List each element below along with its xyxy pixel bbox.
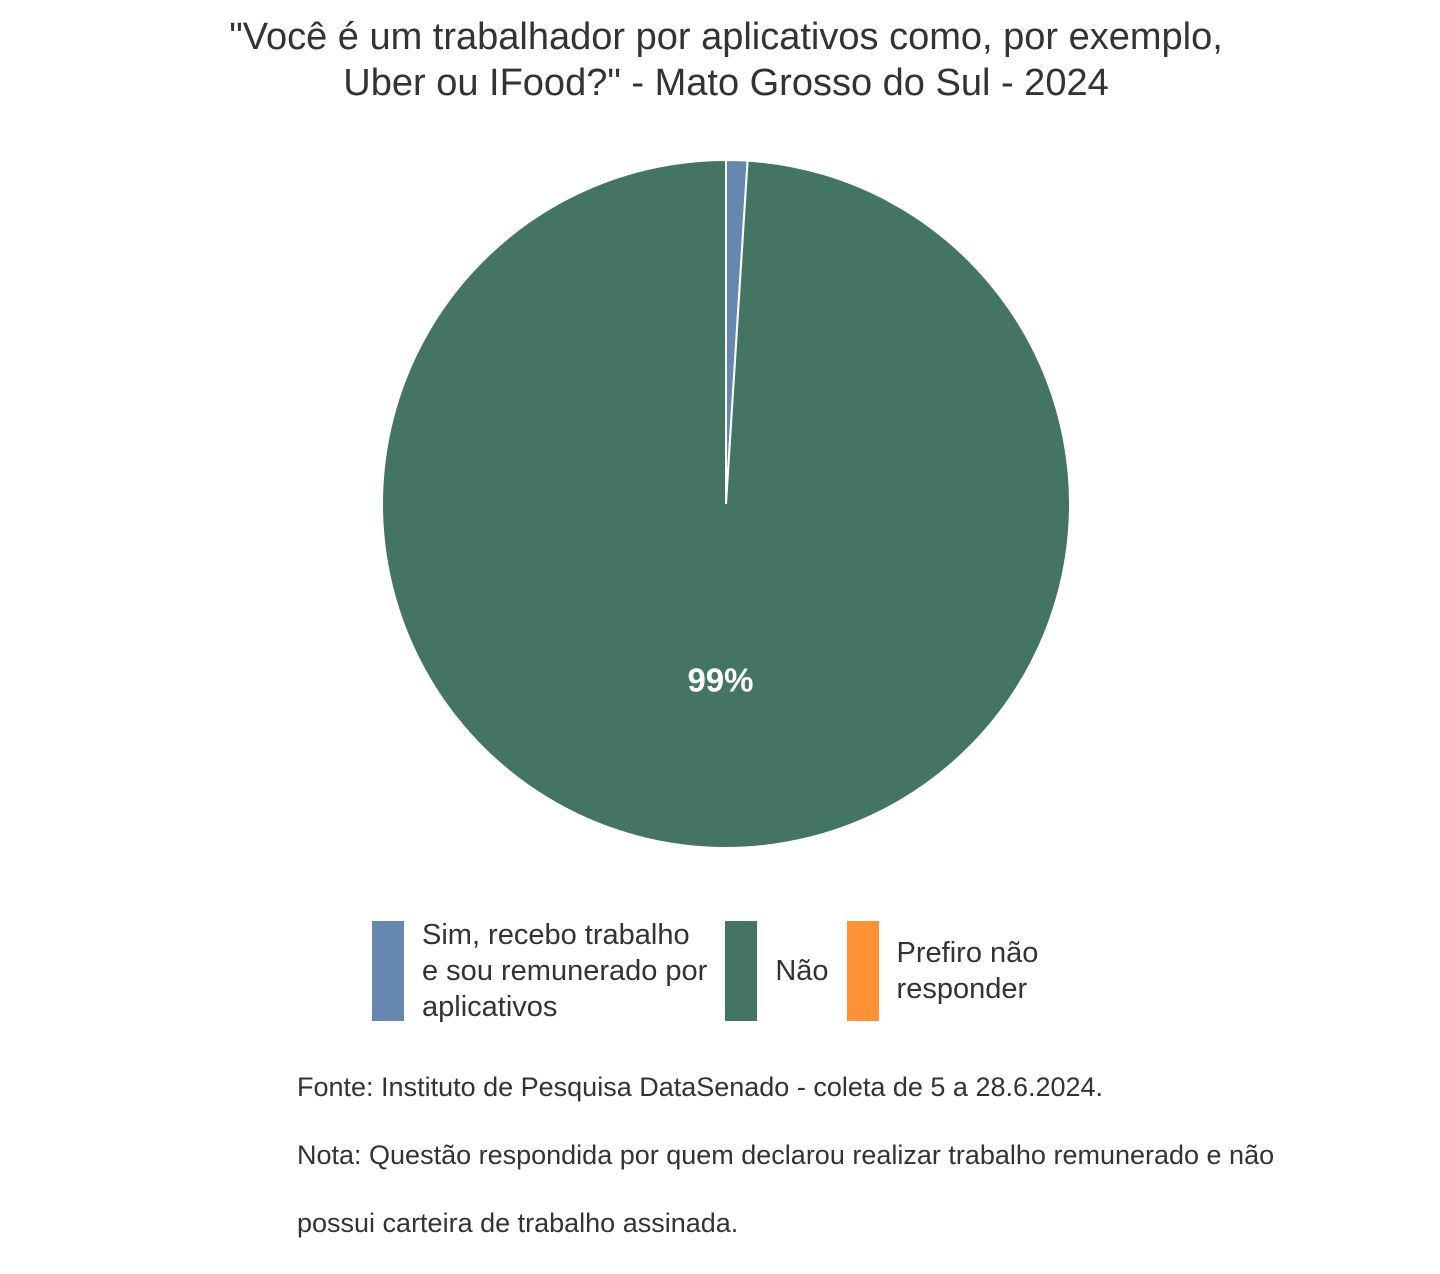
chart-caption: Fonte: Instituto de Pesquisa DataSenado … <box>297 1036 1437 1274</box>
caption-note-line-1: Nota: Questão respondida por quem declar… <box>297 1140 1275 1170</box>
legend-label-prefiro: Prefiro não responder <box>896 937 1039 1005</box>
pie-slice-nao <box>381 158 1071 849</box>
legend-label-sim: Sim, recebo trabalho e sou remunerado po… <box>422 919 708 1023</box>
caption-source: Fonte: Instituto de Pesquisa DataSenado … <box>297 1072 1104 1102</box>
legend-item-sim: Sim, recebo trabalho e sou remunerado po… <box>372 917 707 1025</box>
chart-title-line-1: "Você é um trabalhador por aplicativos c… <box>229 16 1223 58</box>
legend-item-prefiro: Prefiro não responder <box>846 921 1039 1021</box>
legend-label-nao: Não <box>775 955 829 987</box>
chart-title-line-2: Uber ou IFood?" - Mato Grosso do Sul - 2… <box>343 62 1109 104</box>
caption-note-line-2: possui carteira de trabalho assinada. <box>297 1208 739 1238</box>
legend-swatch-prefiro <box>846 921 879 1021</box>
legend-swatch-sim <box>372 921 404 1021</box>
legend-item-nao: Não <box>725 921 829 1021</box>
chart-title: "Você é um trabalhador por aplicativos c… <box>0 14 1440 106</box>
pie-chart: 99% <box>381 158 1071 849</box>
pie-label-nao: 99% <box>687 661 753 698</box>
chart-legend: Sim, recebo trabalho e sou remunerado po… <box>372 919 1056 1023</box>
legend-swatch-nao <box>725 921 758 1021</box>
